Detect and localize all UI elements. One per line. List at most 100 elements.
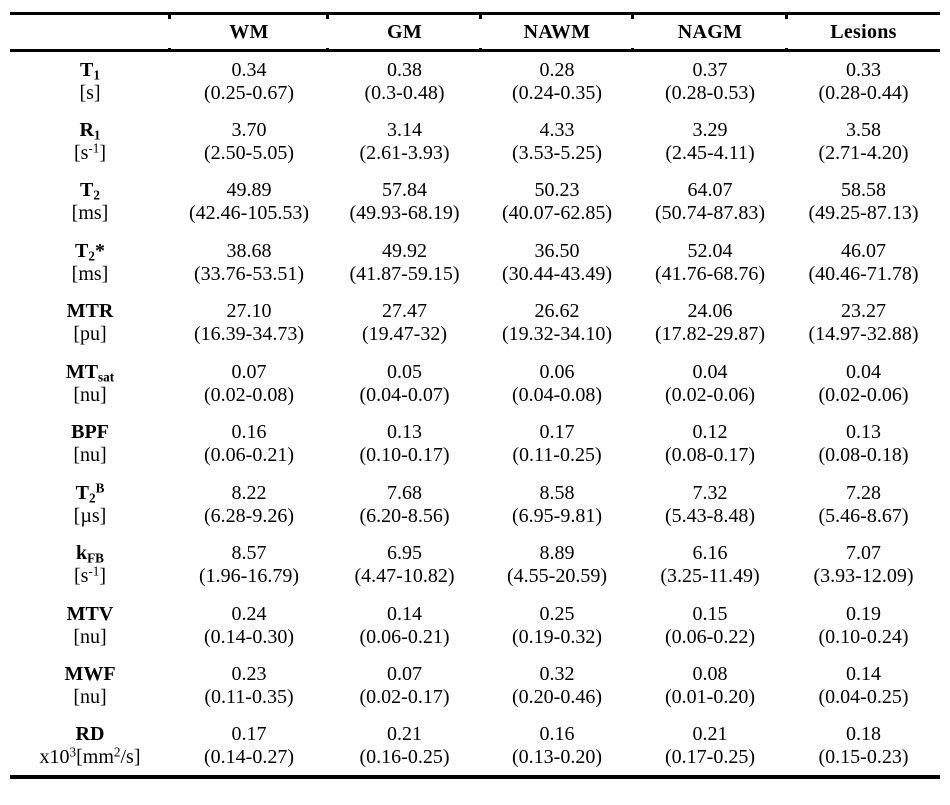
table-row: R1 [s-1] 3.70 (2.50-5.05) 3.14 (2.61-3.93) 4.3… (10, 111, 940, 172)
cell-value: 52.04 (687, 239, 733, 262)
data-cell: 0.19 (0.10-0.24) (787, 595, 940, 656)
param-unit: [µs] (10, 505, 170, 527)
param-cell: T2 [ms] (10, 172, 170, 233)
data-cell: 0.25 (0.19-0.32) (481, 595, 633, 656)
text-run: MT (65, 360, 99, 383)
cell-value: 6.16 (692, 542, 728, 565)
param-label: kFB (10, 542, 170, 565)
cell-range: (0.13-0.20) (512, 745, 602, 768)
cell-value: 7.28 (846, 481, 881, 504)
cell-value: 0.24 (231, 602, 267, 625)
cell-range: (0.06-0.22) (665, 625, 755, 648)
cell-value: 0.16 (231, 421, 267, 444)
data-cell: 0.32 (0.20-0.46) (481, 656, 633, 717)
data-cell: 24.06 (17.82-29.87) (633, 293, 787, 354)
cell-value: 0.21 (692, 722, 728, 745)
column-boundary-tick (479, 48, 482, 52)
cell-value: 0.07 (387, 663, 422, 686)
cell-value: 0.08 (692, 663, 728, 686)
data-cell: 3.58 (2.71-4.20) (787, 111, 940, 172)
cell-range: (1.96-16.79) (199, 565, 299, 588)
sub-text: 2 (93, 187, 100, 203)
data-cell: 7.68 (6.20-8.56) (328, 474, 481, 535)
data-cell: 0.28 (0.24-0.35) (481, 51, 633, 112)
cell-range: (0.25-0.67) (204, 82, 294, 104)
data-cell: 0.23 (0.11-0.35) (170, 656, 328, 717)
data-cell: 27.47 (19.47-32) (328, 293, 481, 354)
data-cell: 0.04 (0.02-0.06) (787, 353, 940, 414)
cell-value: 0.18 (846, 722, 881, 745)
cell-range: (33.76-53.51) (194, 262, 304, 285)
cell-range: (5.46-8.67) (818, 504, 909, 527)
cell-value: 38.68 (226, 239, 272, 262)
param-label: MTsat (10, 361, 170, 384)
text-run: [pu] (73, 323, 107, 346)
cell-value: 0.19 (846, 602, 881, 625)
data-cell: 7.32 (5.43-8.48) (633, 474, 787, 535)
table-row: T2* [ms] 38.68 (33.76-53.51) 49.92 (41.87-59.… (10, 232, 940, 293)
data-cell: 0.34 (0.25-0.67) (170, 51, 328, 112)
cell-range: (6.28-9.26) (204, 504, 294, 527)
cell-range: (2.61-3.93) (359, 141, 450, 164)
text-run: [µs] (73, 504, 107, 527)
table-row: BPF [nu] 0.16 (0.06-0.21) 0.13 (0.10-0.17) 0.1… (10, 414, 940, 475)
cell-value: 3.58 (846, 118, 881, 141)
cell-value: 3.70 (231, 118, 267, 141)
cell-range: (0.3-0.48) (364, 82, 445, 104)
cell-range: (4.55-20.59) (507, 565, 607, 588)
cell-value: 27.10 (226, 300, 272, 323)
cell-value: 7.32 (692, 481, 728, 504)
data-cell: 8.22 (6.28-9.26) (170, 474, 328, 535)
cell-range: (6.20-8.56) (359, 504, 450, 527)
param-unit: [pu] (10, 323, 170, 345)
data-cell: 57.84 (49.93-68.19) (328, 172, 481, 233)
data-cell: 0.16 (0.06-0.21) (170, 414, 328, 475)
data-cell: 36.50 (30.44-43.49) (481, 232, 633, 293)
text-run: [s (73, 141, 89, 164)
cell-value: 50.23 (534, 179, 580, 202)
cell-range: (0.11-0.35) (204, 686, 294, 709)
data-cell: 38.68 (33.76-53.51) (170, 232, 328, 293)
data-cell: 27.10 (16.39-34.73) (170, 293, 328, 354)
cell-value: 6.95 (387, 542, 422, 565)
cell-value: 3.14 (387, 118, 422, 141)
cell-range: (50.74-87.83) (655, 202, 765, 225)
cell-value: 0.37 (692, 59, 728, 81)
cell-range: (4.47-10.82) (354, 565, 455, 588)
data-cell: 8.58 (6.95-9.81) (481, 474, 633, 535)
table-row: T1 [s] 0.34 (0.25-0.67) 0.38 (0.3-0.48) 0.28 (0… (10, 51, 940, 112)
cell-value: 8.89 (539, 542, 575, 565)
param-unit: [nu] (10, 686, 170, 708)
text-run: R (79, 118, 94, 141)
cell-value: 0.14 (846, 663, 881, 686)
column-boundary-tick (168, 48, 171, 52)
column-boundary-tick (326, 15, 329, 19)
param-cell: kFB [s-1] (10, 535, 170, 596)
cell-range: (17.82-29.87) (655, 323, 765, 346)
cell-range: (19.47-32) (362, 323, 447, 346)
cell-value: 8.22 (231, 481, 267, 504)
sub-text: FB (87, 550, 104, 566)
data-cell: 0.07 (0.02-0.08) (170, 353, 328, 414)
table-row: kFB [s-1] 8.57 (1.96-16.79) 6.95 (4.47-10.82)… (10, 535, 940, 596)
text-run: T (75, 239, 89, 262)
cell-value: 0.17 (231, 722, 267, 745)
cell-range: (41.87-59.15) (349, 262, 460, 285)
text-run: [ms] (71, 202, 109, 225)
data-cell: 0.14 (0.04-0.25) (787, 656, 940, 717)
cell-range: (0.02-0.08) (204, 383, 294, 406)
param-label: T2B (10, 481, 170, 505)
param-label: T2* (10, 240, 170, 263)
data-cell: 7.28 (5.46-8.67) (787, 474, 940, 535)
table-body: T1 [s] 0.34 (0.25-0.67) 0.38 (0.3-0.48) 0.28 (0… (10, 51, 940, 777)
data-cell: 0.17 (0.11-0.25) (481, 414, 633, 475)
text-run: ] (99, 141, 107, 164)
data-cell: 49.89 (42.46-105.53) (170, 172, 328, 233)
table-row: MTV [nu] 0.24 (0.14-0.30) 0.14 (0.06-0.21) 0.2… (10, 595, 940, 656)
cell-range: (0.14-0.27) (204, 745, 294, 768)
param-cell: R1 [s-1] (10, 111, 170, 172)
cell-range: (0.19-0.32) (512, 625, 602, 648)
cell-value: 7.07 (846, 542, 881, 565)
sup-text: -1 (88, 140, 100, 156)
param-cell: MWF [nu] (10, 656, 170, 717)
